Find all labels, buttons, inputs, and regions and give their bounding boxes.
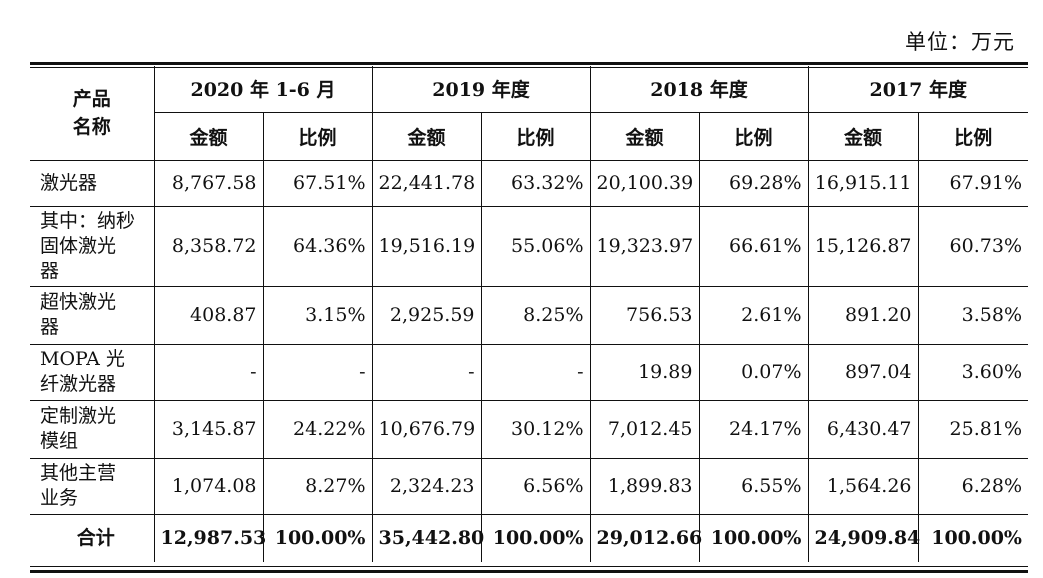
- total-ratio-cell: 100.00%: [480, 513, 591, 562]
- table-row: MOPA 光 纤激光器 - - - -19.89 0.07% 897.04 3.60%: [30, 343, 1028, 401]
- ratio-cell: -: [480, 343, 591, 401]
- product-name-cell: 超快激光 器: [30, 285, 155, 345]
- table-row: 其他主营 业务 1,074.08 8.27% 2,324.23 6.56% 1,899.8…: [30, 457, 1028, 515]
- amount-cell: 16,915.11: [807, 159, 919, 207]
- amount-cell: 7,012.45: [589, 399, 700, 459]
- ratio-cell: -: [262, 343, 373, 401]
- ratio-cell: 60.73%: [917, 205, 1028, 287]
- product-name-cell: 其中：纳秒 固体激光 器: [30, 205, 155, 287]
- amount-cell: 8,767.58: [153, 159, 264, 207]
- table-bottom-rule-inner: [30, 566, 1028, 567]
- ratio-cell: 66.61%: [698, 205, 809, 287]
- revenue-table: 产品 名称 2020 年 1-6 月 2019 年度 2018 年度 2017 …: [30, 66, 1028, 562]
- amount-cell: -: [371, 343, 482, 401]
- total-amount-cell: 35,442.80: [371, 513, 484, 562]
- amount-header: 金额: [154, 111, 264, 161]
- amount-cell: 8,358.72: [153, 205, 264, 287]
- ratio-cell: 0.07%: [698, 343, 809, 401]
- ratio-cell: 6.28%: [917, 457, 1028, 515]
- table-bottom-rule: [30, 570, 1028, 573]
- total-amount-cell: 29,012.66: [589, 513, 702, 562]
- amount-cell: 22,441.78: [371, 159, 482, 207]
- amount-cell: -: [153, 343, 264, 401]
- unit-label: 单位：万元: [905, 30, 1015, 54]
- amount-cell: 6,430.47: [807, 399, 919, 459]
- ratio-cell: 63.32%: [480, 159, 591, 207]
- ratio-cell: 67.51%: [262, 159, 373, 207]
- amount-cell: 10,676.79: [371, 399, 482, 459]
- amount-cell: 3,145.87: [153, 399, 264, 459]
- amount-cell: 891.20: [807, 285, 919, 345]
- amount-cell: 1,074.08: [153, 457, 264, 515]
- ratio-cell: 3.15%: [262, 285, 373, 345]
- product-name-cell: 激光器: [30, 159, 155, 207]
- amount-cell: 19,323.97: [589, 205, 700, 287]
- ratio-cell: 24.22%: [262, 399, 373, 459]
- amount-cell: 15,126.87: [807, 205, 919, 287]
- total-ratio-cell: 100.00%: [698, 513, 809, 562]
- amount-cell: 408.87: [153, 285, 264, 345]
- table-row: 其中：纳秒 固体激光 器 8,358.72 64.36% 19,516.19 55.06…: [30, 205, 1028, 287]
- table-row: 超快激光 器 408.87 3.15% 2,925.59 8.25% 756.53 2.61…: [30, 285, 1028, 345]
- table-row: 定制激光 模组 3,145.87 24.22% 10,676.79 30.12% 7,01…: [30, 399, 1028, 459]
- amount-cell: 1,564.26: [807, 457, 919, 515]
- amount-cell: 19.89: [589, 343, 700, 401]
- total-amount-cell: 24,909.84: [807, 513, 920, 562]
- product-name-cell: 定制激光 模组: [30, 399, 155, 459]
- period-header: 2020 年 1-6 月: [153, 66, 373, 113]
- amount-cell: 19,516.19: [371, 205, 482, 287]
- total-ratio-cell: 100.00%: [917, 513, 1028, 562]
- table-row: 激光器 8,767.58 67.51% 22,441.78 63.32% 20,100.3…: [30, 159, 1028, 207]
- ratio-cell: 3.60%: [917, 343, 1028, 401]
- amount-cell: 897.04: [807, 343, 919, 401]
- ratio-header: 比例: [698, 111, 809, 161]
- ratio-cell: 6.55%: [698, 457, 809, 515]
- ratio-cell: 2.61%: [698, 285, 809, 345]
- ratio-cell: 30.12%: [480, 399, 591, 459]
- product-name-cell: MOPA 光 纤激光器: [30, 343, 155, 401]
- ratio-header: 比例: [262, 111, 373, 161]
- product-name-header: 产品 名称: [30, 66, 155, 161]
- product-name-cell: 其他主营 业务: [30, 457, 155, 515]
- table-top-rule: [30, 62, 1028, 65]
- amount-cell: 756.53: [589, 285, 700, 345]
- ratio-cell: 8.25%: [480, 285, 591, 345]
- ratio-cell: 64.36%: [262, 205, 373, 287]
- ratio-header: 比例: [480, 111, 591, 161]
- ratio-cell: 69.28%: [698, 159, 809, 207]
- amount-header: 金额: [807, 111, 919, 161]
- period-header: 2019 年度: [371, 66, 591, 113]
- ratio-cell: 24.17%: [698, 399, 809, 459]
- amount-cell: 2,925.59: [371, 285, 482, 345]
- period-header: 2017 年度: [807, 66, 1028, 113]
- total-ratio-cell: 100.00%: [262, 513, 373, 562]
- ratio-cell: 55.06%: [480, 205, 591, 287]
- ratio-cell: 3.58%: [917, 285, 1028, 345]
- amount-cell: 1,899.83: [589, 457, 700, 515]
- ratio-cell: 25.81%: [917, 399, 1028, 459]
- ratio-cell: 67.91%: [917, 159, 1028, 207]
- ratio-cell: 6.56%: [480, 457, 591, 515]
- period-header: 2018 年度: [589, 66, 809, 113]
- amount-cell: 20,100.39: [589, 159, 700, 207]
- amount-cell: 2,324.23: [371, 457, 482, 515]
- total-label: 合计: [30, 513, 155, 562]
- total-row: 合计 12,987.53 100.00% 35,442.80 100.00% 29,012…: [30, 513, 1028, 562]
- amount-header: 金额: [371, 111, 482, 161]
- ratio-header: 比例: [917, 111, 1028, 161]
- amount-header: 金额: [589, 111, 700, 161]
- ratio-cell: 8.27%: [262, 457, 373, 515]
- total-amount-cell: 12,987.53: [153, 513, 266, 562]
